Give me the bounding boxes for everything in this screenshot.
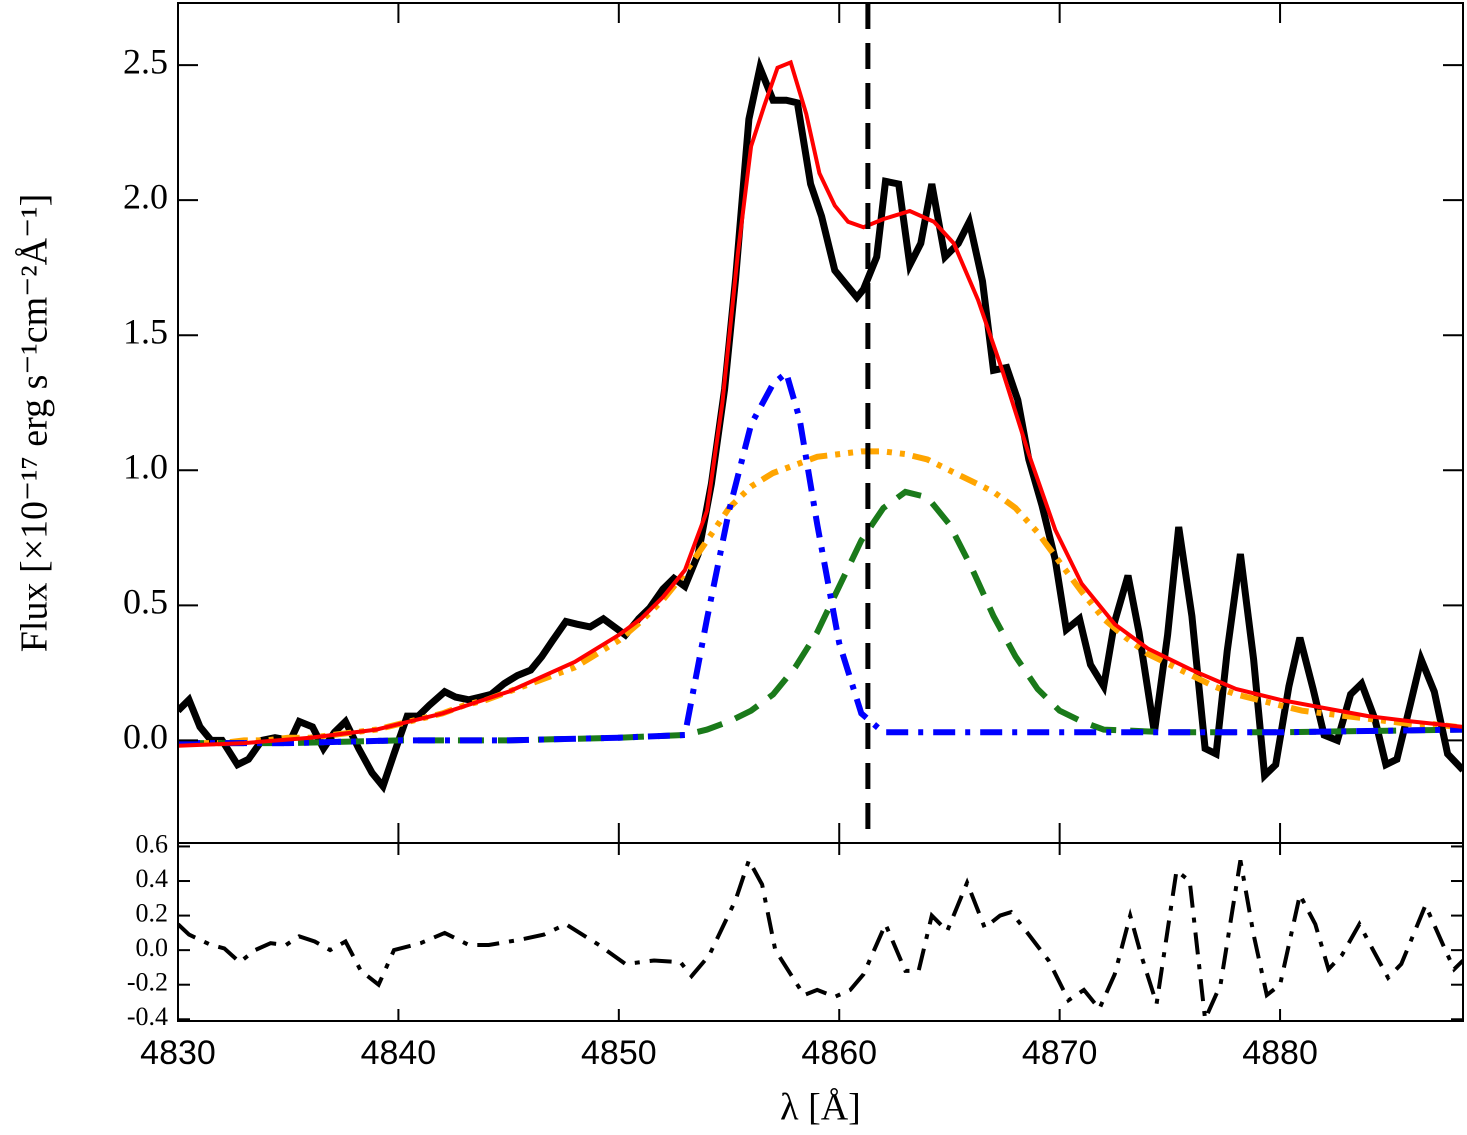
y-tick-label: 2.5 <box>123 41 168 81</box>
y-tick-label: 0.0 <box>123 717 168 757</box>
x-tick-label: 4860 <box>801 1034 877 1072</box>
y-axis-label: Flux [×10⁻¹⁷ erg s⁻¹cm⁻²Å⁻¹] <box>14 194 56 652</box>
series-line <box>178 855 1463 1021</box>
x-tick-label: 4850 <box>581 1034 657 1072</box>
y-tick-label: 0.0 <box>136 933 169 962</box>
y-tick-label: 2.0 <box>123 176 168 216</box>
series-line <box>178 488 1463 747</box>
y-tick-label: -0.2 <box>127 968 168 997</box>
x-tick-label: 4880 <box>1242 1034 1318 1072</box>
series-line <box>178 59 1463 748</box>
plot-area <box>178 55 1463 794</box>
y-tick-label: 0.4 <box>136 864 169 893</box>
series-line <box>178 448 1457 747</box>
series-line <box>178 55 1463 794</box>
axes-frame <box>177 842 1464 1022</box>
y-tick-label: -0.4 <box>127 1002 168 1031</box>
x-tick-label: 4830 <box>140 1034 216 1072</box>
plot-area <box>178 855 1463 1021</box>
x-axis-label: λ [Å] <box>780 1087 861 1129</box>
y-tick-label: 1.5 <box>123 311 168 351</box>
y-tick-label: 0.6 <box>136 829 169 858</box>
y-tick-label: 1.0 <box>123 447 168 487</box>
axes-frame <box>177 2 1464 844</box>
x-tick-label: 4870 <box>1022 1034 1098 1072</box>
y-tick-label: 0.5 <box>123 582 168 622</box>
x-tick-label: 4840 <box>361 1034 437 1072</box>
series-line <box>178 367 1463 747</box>
y-tick-label: 0.2 <box>136 899 169 928</box>
